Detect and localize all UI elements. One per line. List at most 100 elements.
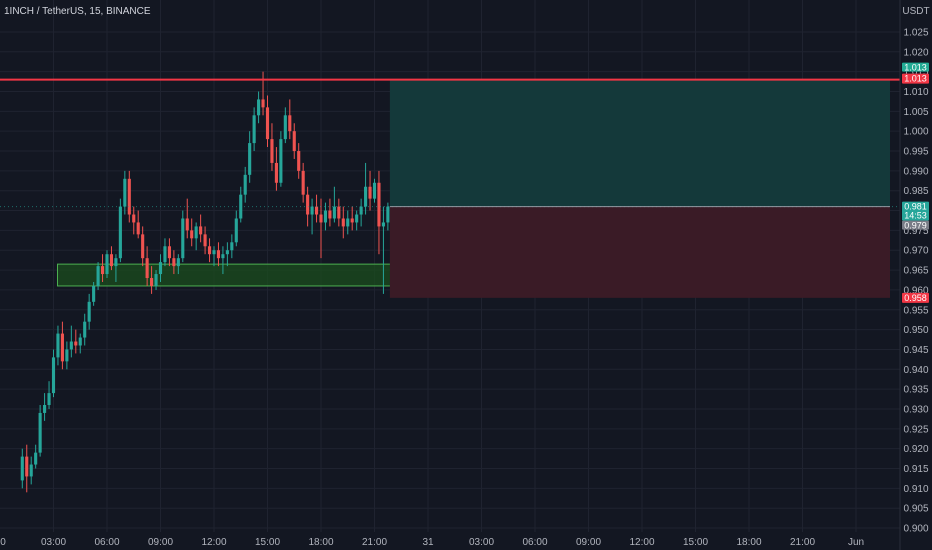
price-tick-label: 0.945: [903, 345, 928, 356]
candle-body: [60, 333, 64, 362]
candle-body: [297, 151, 301, 171]
candle-body: [185, 218, 189, 231]
candle-body: [25, 456, 29, 477]
candle-body: [47, 393, 51, 406]
candle-body: [172, 258, 176, 267]
candle-body: [332, 206, 336, 219]
price-tick-label: 1.025: [903, 27, 928, 38]
candle-body: [190, 230, 194, 239]
candle-body: [123, 178, 127, 207]
resistance-price-badge: [902, 73, 929, 84]
candle-body: [83, 321, 87, 338]
currency-label: USDT: [902, 6, 929, 17]
price-tick-label: 0.985: [903, 186, 928, 197]
candle-body: [252, 115, 256, 144]
candle-body: [306, 194, 310, 215]
price-axis: 0.900 0.905 0.910 0.915 0.920 0.925 0.930 0.935…: [903, 27, 928, 534]
candle-body: [181, 218, 185, 259]
candle-body: [100, 266, 105, 275]
candle-body: [279, 139, 283, 183]
stop-price-badge: [902, 292, 929, 303]
candle-body: [346, 218, 350, 227]
price-tick-label: 0.905: [903, 504, 928, 515]
candle-body: [314, 206, 319, 215]
candle-body: [65, 349, 69, 362]
candle-body: [355, 214, 359, 223]
candle-body: [328, 210, 332, 219]
candle-body: [51, 357, 56, 394]
candle-body: [114, 258, 118, 267]
candle-body: [234, 218, 238, 243]
candle-body: [199, 226, 203, 235]
candle-body: [310, 206, 314, 215]
price-tick-label: 0.925: [903, 424, 928, 435]
position-overlays: [57, 79, 890, 298]
candle-body: [257, 99, 261, 116]
price-tick-label: 0.920: [903, 444, 928, 455]
candle-body: [274, 162, 278, 183]
candle-body: [372, 182, 377, 199]
price-tick-label: 1.005: [903, 107, 928, 118]
candle-body: [243, 174, 247, 195]
chart-title: 1INCH / TetherUS, 15, BINANCE: [4, 6, 151, 17]
time-tick-label: 0: [0, 537, 6, 548]
candle-body: [136, 222, 140, 235]
candle-body: [96, 266, 100, 286]
candle-body: [216, 250, 221, 259]
candle-body: [319, 214, 323, 223]
price-axis-panel[interactable]: [900, 0, 932, 550]
candle-body: [350, 218, 354, 223]
candle-body: [292, 131, 296, 152]
candles: [20, 71, 390, 493]
last-price-badge-text: 0.981: [904, 202, 927, 212]
target-price-badge-text: 1.013: [904, 63, 927, 73]
candle-body: [154, 274, 158, 286]
candle-body: [69, 341, 73, 350]
price-tick-label: 0.935: [903, 385, 928, 396]
candle-body: [118, 206, 122, 259]
time-tick-label: 15:00: [683, 537, 708, 548]
time-tick-label: 21:00: [790, 537, 815, 548]
price-tick-label: 0.950: [903, 325, 928, 336]
time-tick-label: 12:00: [629, 537, 654, 548]
candle-body: [29, 464, 33, 477]
candle-body: [364, 186, 368, 207]
candle-body: [92, 285, 96, 302]
candle-body: [248, 143, 252, 175]
candle-body: [34, 452, 38, 465]
candle-body: [301, 170, 305, 195]
take-profit-zone: [389, 79, 890, 207]
time-tick-label: 06:00: [522, 537, 547, 548]
price-tick-label: 1.020: [903, 47, 928, 58]
candle-body: [43, 405, 47, 413]
candle-body: [203, 234, 207, 247]
candle-body: [212, 250, 216, 255]
price-tick-label: 0.930: [903, 404, 928, 415]
candle-body: [141, 234, 145, 259]
candle-body: [56, 333, 60, 358]
time-tick-label: 09:00: [148, 537, 173, 548]
price-tick-label: 0.960: [903, 285, 928, 296]
candle-body: [163, 246, 167, 263]
candle-body: [270, 139, 274, 163]
candle-body: [105, 254, 109, 275]
price-tick-label: 1.010: [903, 87, 928, 98]
price-tick-label: 0.900: [903, 524, 928, 535]
stop-loss-zone: [389, 206, 890, 298]
candle-body: [265, 107, 270, 140]
candle-body: [341, 218, 345, 227]
time-tick-label: 09:00: [576, 537, 601, 548]
candle-body: [145, 258, 149, 279]
time-tick-label: 15:00: [255, 537, 280, 548]
time-axis: 03:00 06:00 09:00 12:00 15:00 18:00 21:00 31 03:…: [0, 537, 864, 548]
candle-body: [230, 242, 234, 251]
last-price-badge: [902, 201, 929, 221]
candle-body: [20, 456, 24, 481]
candle-body: [150, 278, 154, 286]
price-tick-label: 0.990: [903, 166, 928, 177]
candle-body: [221, 254, 225, 259]
candle-body: [167, 246, 171, 259]
candle-body: [377, 182, 381, 227]
time-tick-label: 18:00: [308, 537, 333, 548]
